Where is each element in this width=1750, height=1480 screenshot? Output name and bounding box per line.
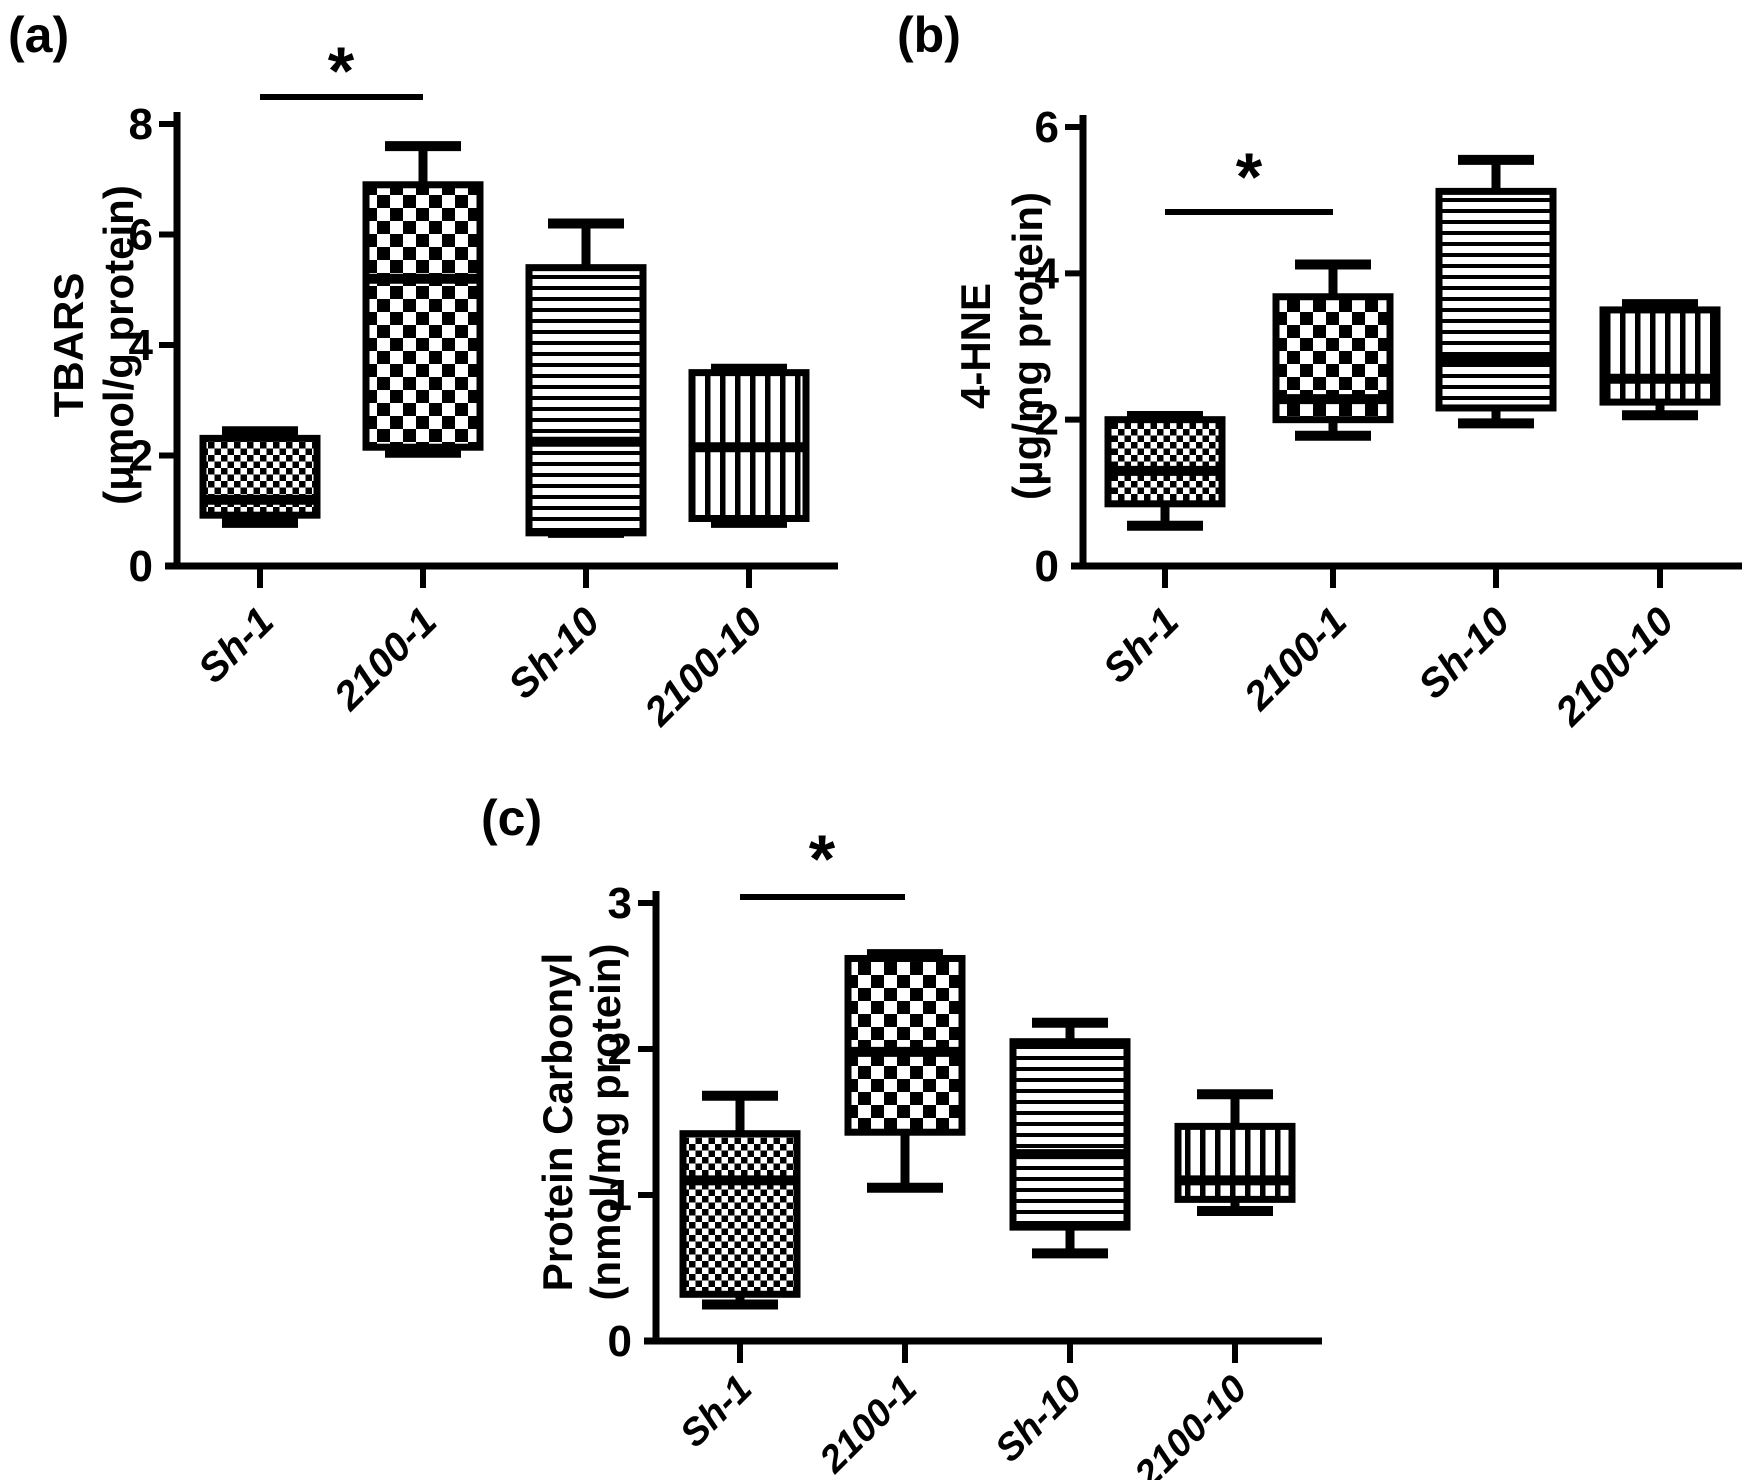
y-tick-label-a: 0 <box>129 542 153 591</box>
category-label-2100-10: 2100-10 <box>1547 599 1683 735</box>
y-tick-label-b: 2 <box>1035 396 1059 445</box>
axes-a <box>165 112 838 570</box>
y-tick-label-c: 2 <box>608 1025 632 1074</box>
box-group-a-sh-10 <box>525 218 647 538</box>
y-tick-label-b: 0 <box>1035 542 1059 591</box>
box-sh-10 <box>1435 187 1557 412</box>
category-label-2100-1: 2100-1 <box>1235 599 1355 719</box>
category-label-sh-10: Sh-10 <box>1410 599 1518 707</box>
panel-c: (c) Protein Carbonyl (nmol/mg protein) 0 1 2 3… <box>481 790 1322 1480</box>
box-sh-1 <box>679 1130 801 1298</box>
panel-letter-b: (b) <box>897 7 961 63</box>
panel-b: (b) 4-HNE (μg/mg protein) 0 2 4 6 Sh-1 2100-1 Sh-… <box>897 7 1742 735</box>
box-group-c-2100-10 <box>1174 1089 1296 1217</box>
category-label-2100-1: 2100-1 <box>325 599 445 719</box>
y-tick-label-c: 1 <box>608 1171 632 1220</box>
box-group-b-2100-10 <box>1599 299 1721 421</box>
box-group-a-2100-1 <box>362 141 484 458</box>
significance-star-a: * <box>328 33 355 109</box>
y-axis-label-c-line2: (nmol/mg protein) <box>582 944 629 1301</box>
y-axis-label-a-line1: TBARS <box>45 273 92 418</box>
box-group-a-2100-10 <box>688 363 810 528</box>
y-axis-label-b-line2: (μg/mg protein) <box>1004 192 1051 500</box>
category-label-sh-10: Sh-10 <box>987 1368 1090 1471</box>
y-axis-label-a-line2: (μmol/g protein) <box>95 185 142 505</box>
box-sh-10 <box>1009 1038 1131 1231</box>
category-label-2100-10: 2100-10 <box>1126 1368 1255 1480</box>
y-tick-label-a: 8 <box>129 100 153 149</box>
category-label-sh-1: Sh-1 <box>672 1368 760 1456</box>
y-axis-label-c-line1: Protein Carbonyl <box>534 953 581 1291</box>
box-group-b-sh-10 <box>1435 154 1557 429</box>
y-tick-label-b: 6 <box>1035 103 1059 152</box>
category-label-2100-1: 2100-1 <box>811 1368 925 1480</box>
box-group-c-2100-1 <box>844 949 966 1193</box>
box-group-c-sh-10 <box>1009 1017 1131 1259</box>
box-2100-10 <box>1599 306 1721 406</box>
panel-a: (a) TBARS (μmol/g protein) 0 2 4 6 8 Sh-1 2100-1 S… <box>8 7 838 735</box>
axes-c <box>644 891 1322 1345</box>
category-label-sh-1: Sh-1 <box>1095 599 1187 691</box>
box-group-b-2100-1 <box>1272 259 1394 441</box>
y-tick-label-a: 6 <box>129 211 153 260</box>
panel-letter-c: (c) <box>481 790 542 846</box>
y-tick-label-b: 4 <box>1035 249 1060 298</box>
y-tick-label-c: 3 <box>608 879 632 928</box>
y-tick-label-c: 0 <box>608 1317 632 1366</box>
significance-star-b: * <box>1236 139 1263 215</box>
box-group-c-sh-1 <box>679 1090 801 1310</box>
axes-b <box>1071 115 1742 570</box>
y-axis-label-b-line1: 4-HNE <box>952 283 999 409</box>
box-group-b-sh-1 <box>1104 411 1226 531</box>
box-group-a-sh-1 <box>199 426 321 528</box>
box-sh-10 <box>525 264 647 537</box>
category-label-2100-10: 2100-10 <box>636 599 772 735</box>
panel-letter-a: (a) <box>8 7 69 63</box>
significance-star-c: * <box>809 821 836 897</box>
box-sh-1 <box>1104 416 1226 508</box>
y-tick-label-a: 2 <box>129 432 153 481</box>
category-label-sh-10: Sh-10 <box>500 599 608 707</box>
box-2100-10 <box>1174 1122 1296 1203</box>
box-2100-1 <box>362 181 484 451</box>
box-2100-1 <box>844 954 966 1136</box>
category-label-sh-1: Sh-1 <box>190 599 282 691</box>
y-tick-label-a: 4 <box>129 321 154 370</box>
